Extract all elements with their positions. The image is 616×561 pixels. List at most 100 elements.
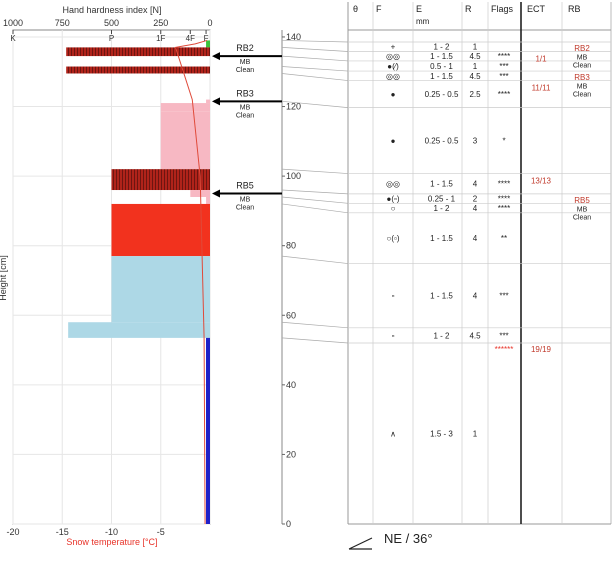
grain-shape: ▫ — [392, 292, 395, 301]
grain-shape: ○(▫) — [387, 234, 400, 243]
ect-result: 1/1 — [535, 54, 547, 63]
layer-connector-line — [281, 203, 349, 214]
grain-size: 0.25 - 1 — [428, 195, 456, 204]
layer-connector-line — [281, 337, 349, 344]
flags-value: **** — [498, 90, 510, 99]
flags-value: **** — [498, 195, 510, 204]
layer-connector-line — [281, 255, 349, 264]
flags-value: **** — [498, 52, 510, 61]
ect-result: 13/13 — [531, 177, 552, 186]
rb-result-sub1: MB — [577, 206, 588, 213]
hardness-layer — [68, 322, 210, 338]
table-extra-mark: 19/19 — [531, 345, 552, 354]
grain-size: 1 - 1.5 — [430, 180, 453, 189]
layer-connector-line — [281, 100, 349, 108]
rb-marker-label: RB5 — [236, 181, 254, 191]
ground-layer-bar — [206, 337, 210, 524]
hardness-layer — [206, 40, 210, 48]
grain-shape: ∧ — [390, 430, 396, 439]
top-tick-label: 750 — [55, 18, 70, 28]
hardness-layer — [111, 169, 210, 191]
slope-angle-symbol — [348, 537, 373, 550]
grain-shape: ◎◎ — [386, 52, 400, 61]
grain-shape: ● — [391, 90, 396, 99]
top-tick-label: 0 — [207, 18, 212, 28]
rb-result-sub1: MB — [577, 84, 588, 91]
table-header-theta: θ — [353, 4, 358, 14]
hand-hardness-r: 4 — [473, 204, 478, 213]
rb-marker-sub2: Clean — [236, 67, 254, 74]
rb-result: RB2 — [574, 44, 590, 53]
hardness-layer — [160, 111, 210, 170]
flags-value: *** — [499, 331, 508, 340]
hand-hardness-r: 2 — [473, 195, 478, 204]
rb-result-sub2: Clean — [573, 62, 591, 69]
rb-result-sub2: Clean — [573, 214, 591, 221]
grain-shape: ○ — [391, 204, 396, 213]
layer-connector-line — [281, 47, 349, 52]
layer-connector-line — [281, 66, 349, 72]
top-tick-label: 250 — [153, 18, 168, 28]
flags-value: *** — [499, 292, 508, 301]
table-header-f: F — [376, 4, 382, 14]
rb-arrow-head — [212, 97, 220, 106]
rb-result: RB3 — [574, 73, 590, 82]
rb-marker-label: RB2 — [236, 43, 254, 53]
rb-result-sub1: MB — [577, 54, 588, 61]
hand-hardness-r: 4.5 — [469, 331, 481, 340]
height-tick-label: 140 — [286, 32, 301, 42]
rb-result: RB5 — [574, 196, 590, 205]
grain-size: 1 - 2 — [433, 331, 450, 340]
hand-hardness-r: 4 — [473, 180, 478, 189]
table-header-r: R — [465, 4, 472, 14]
hardness-layer — [111, 203, 210, 257]
rb-marker-sub1: MB — [240, 59, 251, 66]
layer-connector-line — [281, 189, 349, 195]
temperature-profile-line — [174, 39, 208, 525]
rb-marker-sub1: MB — [240, 104, 251, 111]
table-header-rb: RB — [568, 4, 581, 14]
height-axis-label: Height [cm] — [0, 255, 8, 301]
layer-connector-line — [281, 196, 349, 204]
height-tick-label: 40 — [286, 380, 296, 390]
height-tick-label: 20 — [286, 449, 296, 459]
height-tick-label: 80 — [286, 241, 296, 251]
hand-hardness-r: 4 — [473, 234, 478, 243]
hardness-tick-label: K — [10, 34, 16, 43]
flags-value: *** — [499, 72, 508, 81]
table-header-e-unit: mm — [416, 17, 430, 26]
hand-hardness-r: 4 — [473, 292, 478, 301]
rb-marker-label: RB3 — [236, 88, 254, 98]
aspect-label: NE / 36° — [384, 531, 433, 546]
hardness-layer — [206, 99, 210, 104]
grain-size: 1 - 2 — [433, 204, 450, 213]
hardness-layer — [111, 256, 210, 323]
grain-shape: ● — [391, 137, 396, 146]
rb-marker-sub2: Clean — [236, 205, 254, 212]
hardness-layer — [160, 103, 210, 112]
hand-hardness-r: 1 — [473, 43, 478, 52]
table-extra-mark: ****** — [495, 345, 514, 354]
layer-connector-line — [281, 73, 349, 81]
table-header-e: E — [416, 4, 422, 14]
rb-marker-sub2: Clean — [236, 112, 254, 119]
layer-connector-line — [281, 40, 349, 43]
grain-shape: ●(⁄) — [387, 62, 399, 71]
height-tick-label: 0 — [286, 519, 291, 529]
table-header-flags: Flags — [491, 4, 514, 14]
layer-connector-line — [281, 168, 349, 174]
hand-hardness-r: 4.5 — [469, 72, 481, 81]
grain-size: 1.5 - 3 — [430, 430, 453, 439]
grain-size: 1 - 1.5 — [430, 72, 453, 81]
rb-result-sub2: Clean — [573, 92, 591, 99]
height-tick-label: 60 — [286, 310, 296, 320]
grain-shape: ▫ — [392, 331, 395, 340]
temp-tick-label: -10 — [105, 527, 118, 537]
flags-value: **** — [498, 180, 510, 189]
hardness-tick-label: P — [109, 34, 114, 43]
grain-shape: ◎◎ — [386, 72, 400, 81]
hardness-tick-label: 4F — [186, 34, 195, 43]
top-tick-label: 1000 — [3, 18, 23, 28]
hand-hardness-r: 1 — [473, 62, 478, 71]
